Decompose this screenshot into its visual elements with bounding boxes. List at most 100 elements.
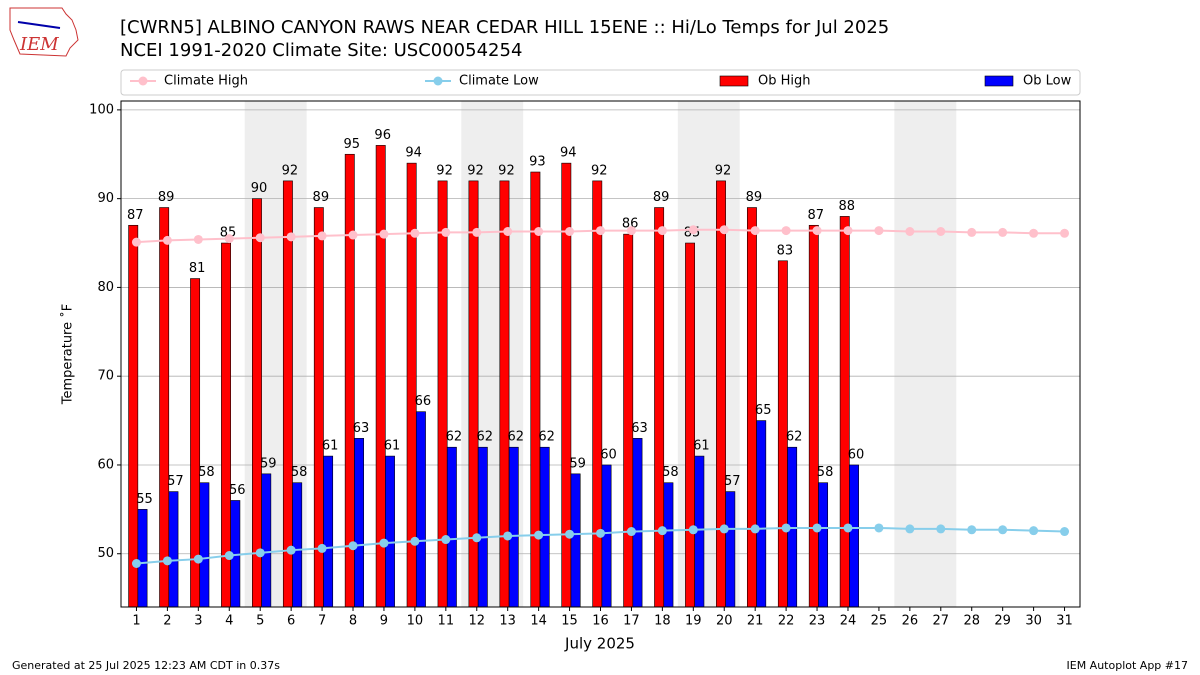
bar bbox=[663, 482, 674, 608]
legend-swatch bbox=[719, 75, 749, 87]
bar-value-label: 92 bbox=[498, 163, 515, 178]
climate-marker bbox=[781, 523, 791, 533]
bar bbox=[849, 464, 859, 608]
bar bbox=[508, 446, 519, 608]
climate-marker bbox=[379, 229, 389, 239]
bar-value-label: 61 bbox=[322, 439, 339, 454]
x-tick-label: 13 bbox=[499, 614, 516, 629]
footer-left: Generated at 25 Jul 2025 12:23 AM CDT in… bbox=[12, 659, 280, 672]
bar bbox=[499, 180, 510, 608]
x-tick-label: 12 bbox=[468, 614, 485, 629]
bar-value-label: 94 bbox=[405, 146, 422, 161]
x-tick-label: 31 bbox=[1056, 614, 1073, 629]
climate-marker bbox=[565, 226, 575, 236]
bar-value-label: 65 bbox=[755, 403, 772, 418]
climate-marker bbox=[162, 235, 172, 245]
bar bbox=[137, 509, 148, 608]
climate-marker bbox=[1029, 526, 1039, 536]
climate-marker bbox=[626, 226, 636, 236]
climate-marker bbox=[905, 524, 915, 534]
legend-label: Climate Low bbox=[459, 74, 539, 89]
bar-value-label: 62 bbox=[507, 430, 524, 445]
bar-value-label: 62 bbox=[477, 430, 494, 445]
climate-marker bbox=[131, 559, 141, 569]
bar bbox=[592, 180, 603, 608]
bar bbox=[839, 216, 850, 608]
climate-marker bbox=[286, 545, 296, 555]
bar-value-label: 92 bbox=[436, 163, 453, 178]
climate-marker bbox=[998, 227, 1008, 237]
climate-marker bbox=[1060, 527, 1070, 537]
footer-right: IEM Autoplot App #17 bbox=[1067, 659, 1189, 672]
bar bbox=[756, 420, 767, 608]
bar bbox=[539, 446, 550, 608]
bar-value-label: 92 bbox=[282, 163, 299, 178]
climate-marker bbox=[967, 525, 977, 535]
x-tick-label: 26 bbox=[902, 614, 919, 629]
logo-line bbox=[17, 21, 61, 29]
climate-marker bbox=[596, 226, 605, 236]
bar bbox=[344, 153, 355, 608]
logo-text: IEM bbox=[19, 34, 59, 55]
bar-value-label: 89 bbox=[313, 190, 330, 205]
bar-value-label: 58 bbox=[198, 465, 215, 480]
bar-value-label: 61 bbox=[693, 439, 710, 454]
climate-marker bbox=[936, 524, 946, 534]
climate-marker bbox=[1060, 228, 1070, 238]
climate-marker bbox=[534, 226, 544, 236]
x-tick-label: 17 bbox=[623, 614, 640, 629]
bar bbox=[632, 438, 643, 608]
bar-value-label: 81 bbox=[189, 261, 206, 276]
bar-value-label: 61 bbox=[384, 439, 401, 454]
bar-value-label: 89 bbox=[653, 190, 670, 205]
climate-marker bbox=[503, 531, 513, 541]
x-tick-label: 19 bbox=[685, 614, 702, 629]
bar-value-label: 55 bbox=[136, 492, 153, 507]
climate-marker bbox=[193, 554, 203, 564]
x-tick-label: 15 bbox=[561, 614, 578, 629]
bar-value-label: 92 bbox=[591, 163, 608, 178]
bar bbox=[354, 438, 364, 608]
x-tick-label: 2 bbox=[163, 614, 171, 629]
bar bbox=[385, 455, 395, 608]
x-tick-label: 1 bbox=[132, 614, 140, 629]
x-tick-label: 14 bbox=[530, 614, 547, 629]
climate-marker bbox=[379, 538, 389, 548]
y-axis-label: Temperature ˚F bbox=[60, 304, 76, 405]
bar bbox=[808, 224, 819, 608]
x-tick-label: 30 bbox=[1025, 614, 1042, 629]
climate-marker bbox=[719, 524, 729, 534]
bar bbox=[570, 473, 581, 608]
y-tick-label: 60 bbox=[97, 457, 114, 472]
climate-marker bbox=[874, 523, 884, 533]
climate-marker bbox=[781, 226, 791, 236]
climate-marker bbox=[286, 232, 296, 242]
x-tick-label: 29 bbox=[994, 614, 1011, 629]
bar-value-label: 92 bbox=[715, 163, 732, 178]
climate-marker bbox=[131, 237, 141, 247]
bar bbox=[818, 482, 829, 608]
bar-value-label: 62 bbox=[446, 430, 463, 445]
bar-value-label: 60 bbox=[848, 447, 865, 462]
bar-value-label: 92 bbox=[467, 163, 484, 178]
climate-marker bbox=[472, 533, 482, 543]
bar bbox=[252, 198, 262, 608]
climate-marker bbox=[441, 227, 451, 237]
logo-outline bbox=[9, 7, 79, 57]
x-tick-label: 24 bbox=[840, 614, 857, 629]
bar bbox=[375, 145, 386, 608]
bar-value-label: 59 bbox=[260, 456, 277, 471]
x-tick-label: 23 bbox=[809, 614, 826, 629]
y-tick-label: 100 bbox=[89, 102, 114, 117]
bar-value-label: 89 bbox=[158, 190, 175, 205]
bar-value-label: 96 bbox=[374, 128, 391, 143]
climate-marker bbox=[750, 226, 760, 236]
climate-marker bbox=[348, 230, 358, 240]
y-tick-label: 50 bbox=[97, 546, 114, 561]
bar-value-label: 59 bbox=[569, 456, 586, 471]
climate-marker bbox=[441, 535, 451, 545]
bar-value-label: 94 bbox=[560, 146, 577, 161]
climate-marker bbox=[998, 525, 1008, 535]
x-tick-label: 6 bbox=[287, 614, 295, 629]
x-tick-label: 4 bbox=[225, 614, 233, 629]
